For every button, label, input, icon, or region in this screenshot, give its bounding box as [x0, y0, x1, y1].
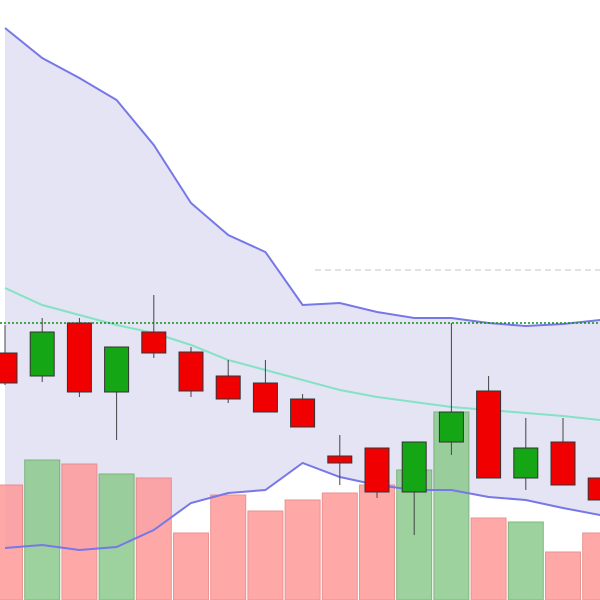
- volume-bar: [359, 484, 395, 600]
- volume-bar: [321, 492, 358, 600]
- candle-body: [66, 322, 92, 393]
- candle-body: [252, 382, 278, 413]
- candle-body: [364, 447, 390, 493]
- volume-bar: [24, 459, 61, 600]
- candle-body: [29, 331, 55, 377]
- volume-bar: [247, 510, 284, 600]
- volume-bar: [507, 521, 544, 600]
- volume-bar: [582, 532, 600, 600]
- volume-bar: [284, 499, 321, 600]
- candle-body: [0, 352, 18, 384]
- candle-body: [513, 447, 539, 479]
- candle-body: [327, 455, 353, 464]
- candle-body: [290, 398, 316, 428]
- band-upper: [4, 27, 600, 328]
- candle-body: [178, 351, 204, 392]
- volume-bar: [470, 517, 507, 600]
- candle-body: [215, 375, 241, 400]
- candle-body: [401, 441, 427, 493]
- volume-bar: [0, 484, 23, 600]
- candle-body: [438, 411, 464, 443]
- band-lower: [4, 461, 600, 552]
- volume-bar: [135, 477, 172, 600]
- volume-bar: [173, 532, 209, 600]
- candle-body: [550, 441, 576, 486]
- volume-bar: [210, 494, 247, 600]
- candle-body: [104, 346, 130, 393]
- candle-body: [141, 331, 167, 354]
- volume-bar: [61, 463, 98, 600]
- candle-body: [587, 477, 600, 501]
- volume-bar: [98, 473, 135, 600]
- volume-bar: [545, 551, 581, 600]
- candle-body: [476, 390, 502, 479]
